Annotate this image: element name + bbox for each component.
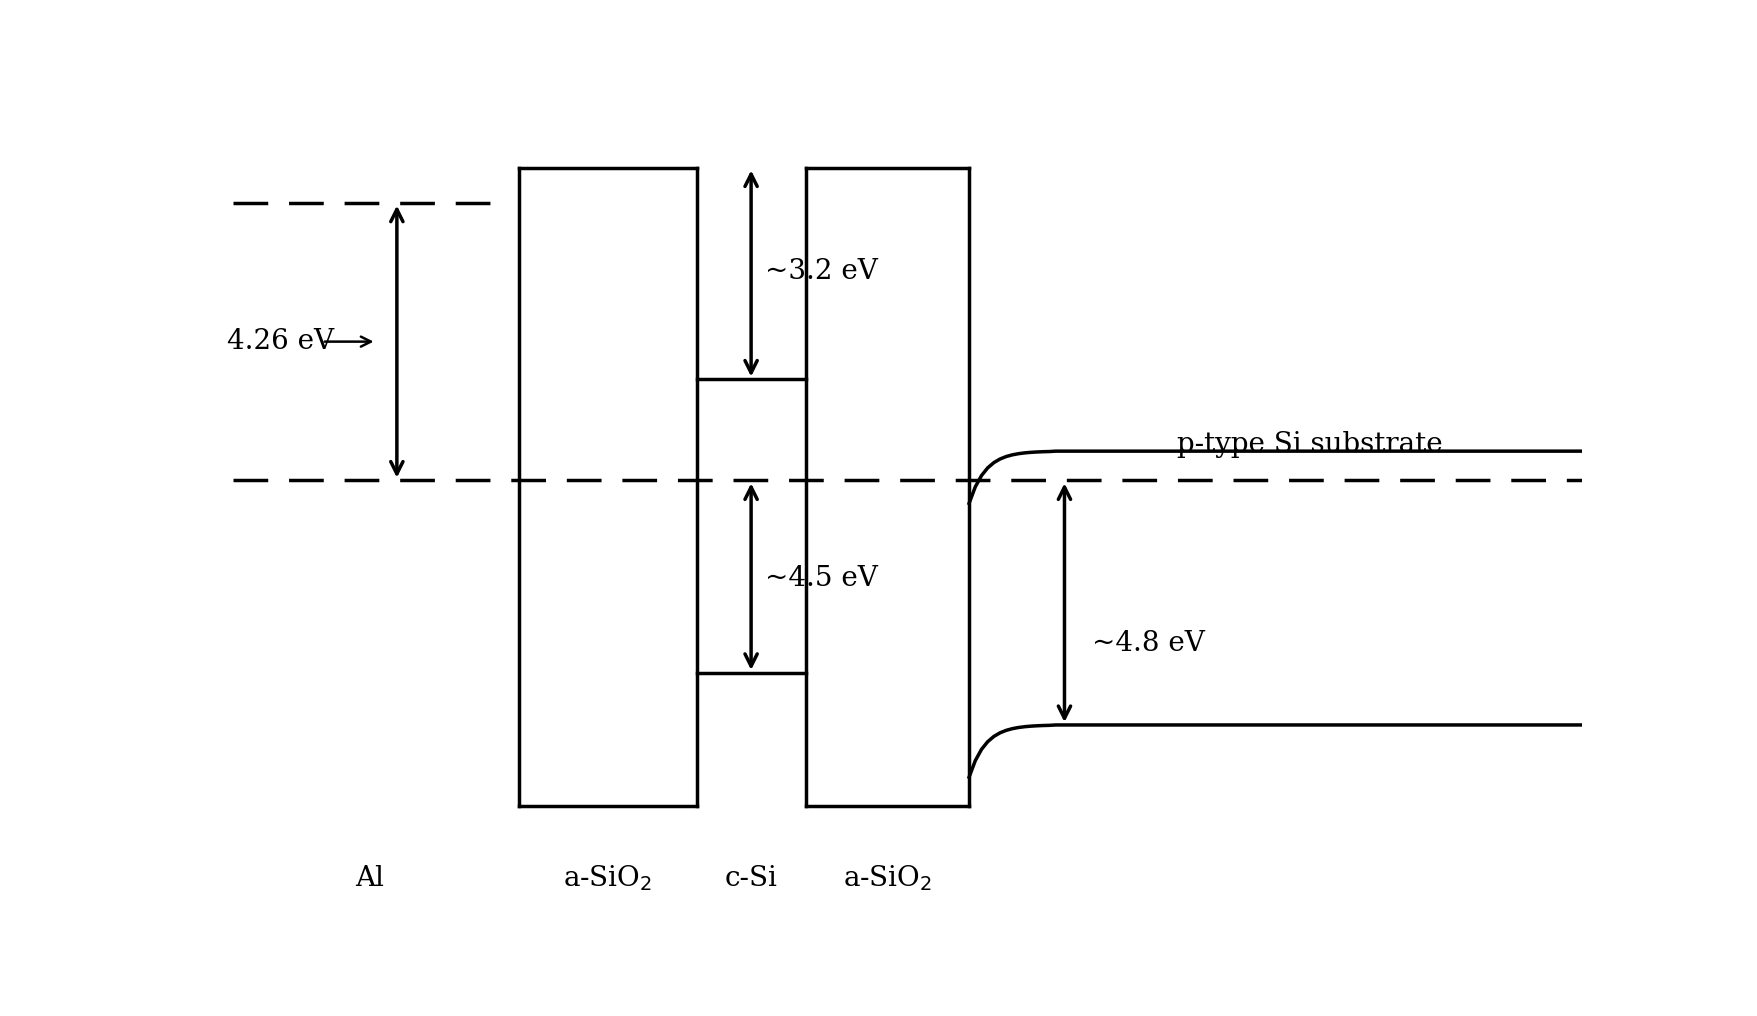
Text: p-type Si substrate: p-type Si substrate <box>1175 431 1442 458</box>
Text: c-Si: c-Si <box>724 865 777 892</box>
Text: a-SiO$_2$: a-SiO$_2$ <box>564 864 652 893</box>
Text: 4.26 eV: 4.26 eV <box>227 328 334 356</box>
Text: Al: Al <box>355 865 383 892</box>
Text: ~3.2 eV: ~3.2 eV <box>764 258 877 285</box>
Text: ~4.8 eV: ~4.8 eV <box>1091 630 1204 657</box>
Text: ~4.5 eV: ~4.5 eV <box>764 565 877 591</box>
Text: a-SiO$_2$: a-SiO$_2$ <box>842 864 931 893</box>
